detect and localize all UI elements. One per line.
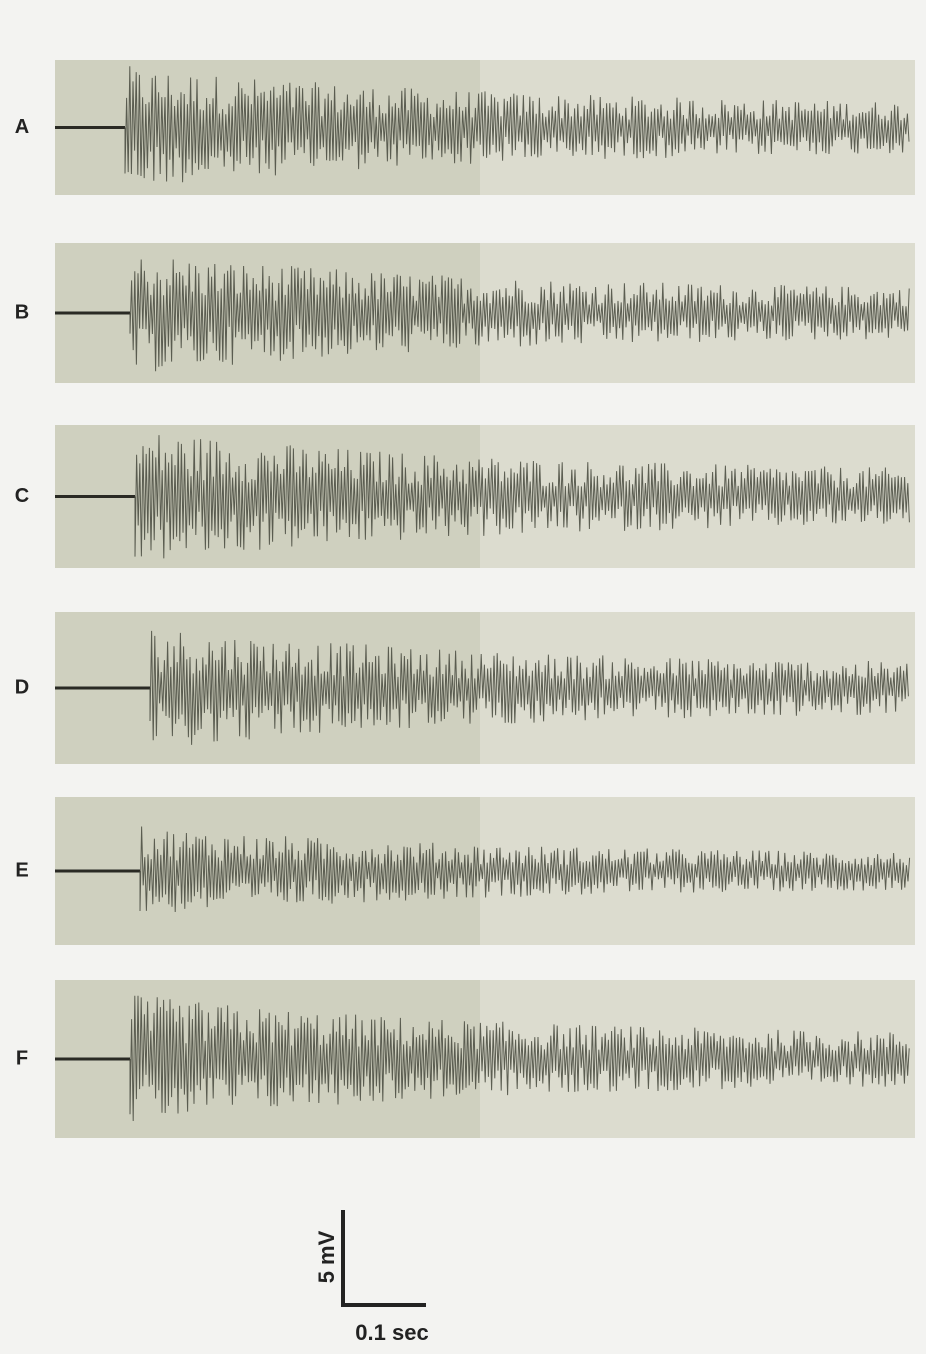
- trace: [139, 826, 911, 913]
- scale-time: 0.1 sec: [355, 1320, 428, 1345]
- panel: A: [15, 60, 915, 195]
- trace: [129, 995, 910, 1122]
- trace: [149, 630, 909, 745]
- panel-label: E: [15, 859, 28, 881]
- scale-voltage: 5 mV: [314, 1230, 339, 1283]
- panel-label: D: [15, 676, 29, 698]
- panel: F: [16, 980, 915, 1138]
- panel: C: [15, 425, 915, 568]
- panels: A B C D E F: [15, 60, 915, 1138]
- scale-bar: 5 mV 0.1 sec: [314, 1210, 429, 1345]
- panel-label: C: [15, 485, 29, 507]
- trace: [124, 66, 910, 183]
- panel-label: F: [16, 1047, 28, 1069]
- trace: [134, 435, 910, 559]
- panel-label: A: [15, 116, 29, 138]
- panel: E: [15, 797, 915, 945]
- panel: D: [15, 612, 915, 764]
- panel-label: B: [15, 301, 29, 323]
- panel: B: [15, 243, 915, 383]
- trace: [129, 259, 910, 372]
